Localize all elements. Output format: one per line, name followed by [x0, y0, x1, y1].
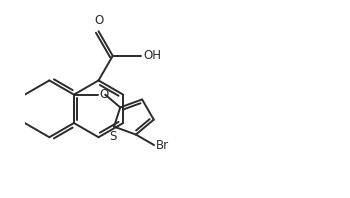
Text: Br: Br	[156, 139, 169, 151]
Text: O: O	[99, 88, 108, 101]
Text: OH: OH	[143, 49, 161, 62]
Text: O: O	[94, 14, 103, 27]
Text: S: S	[109, 130, 117, 143]
